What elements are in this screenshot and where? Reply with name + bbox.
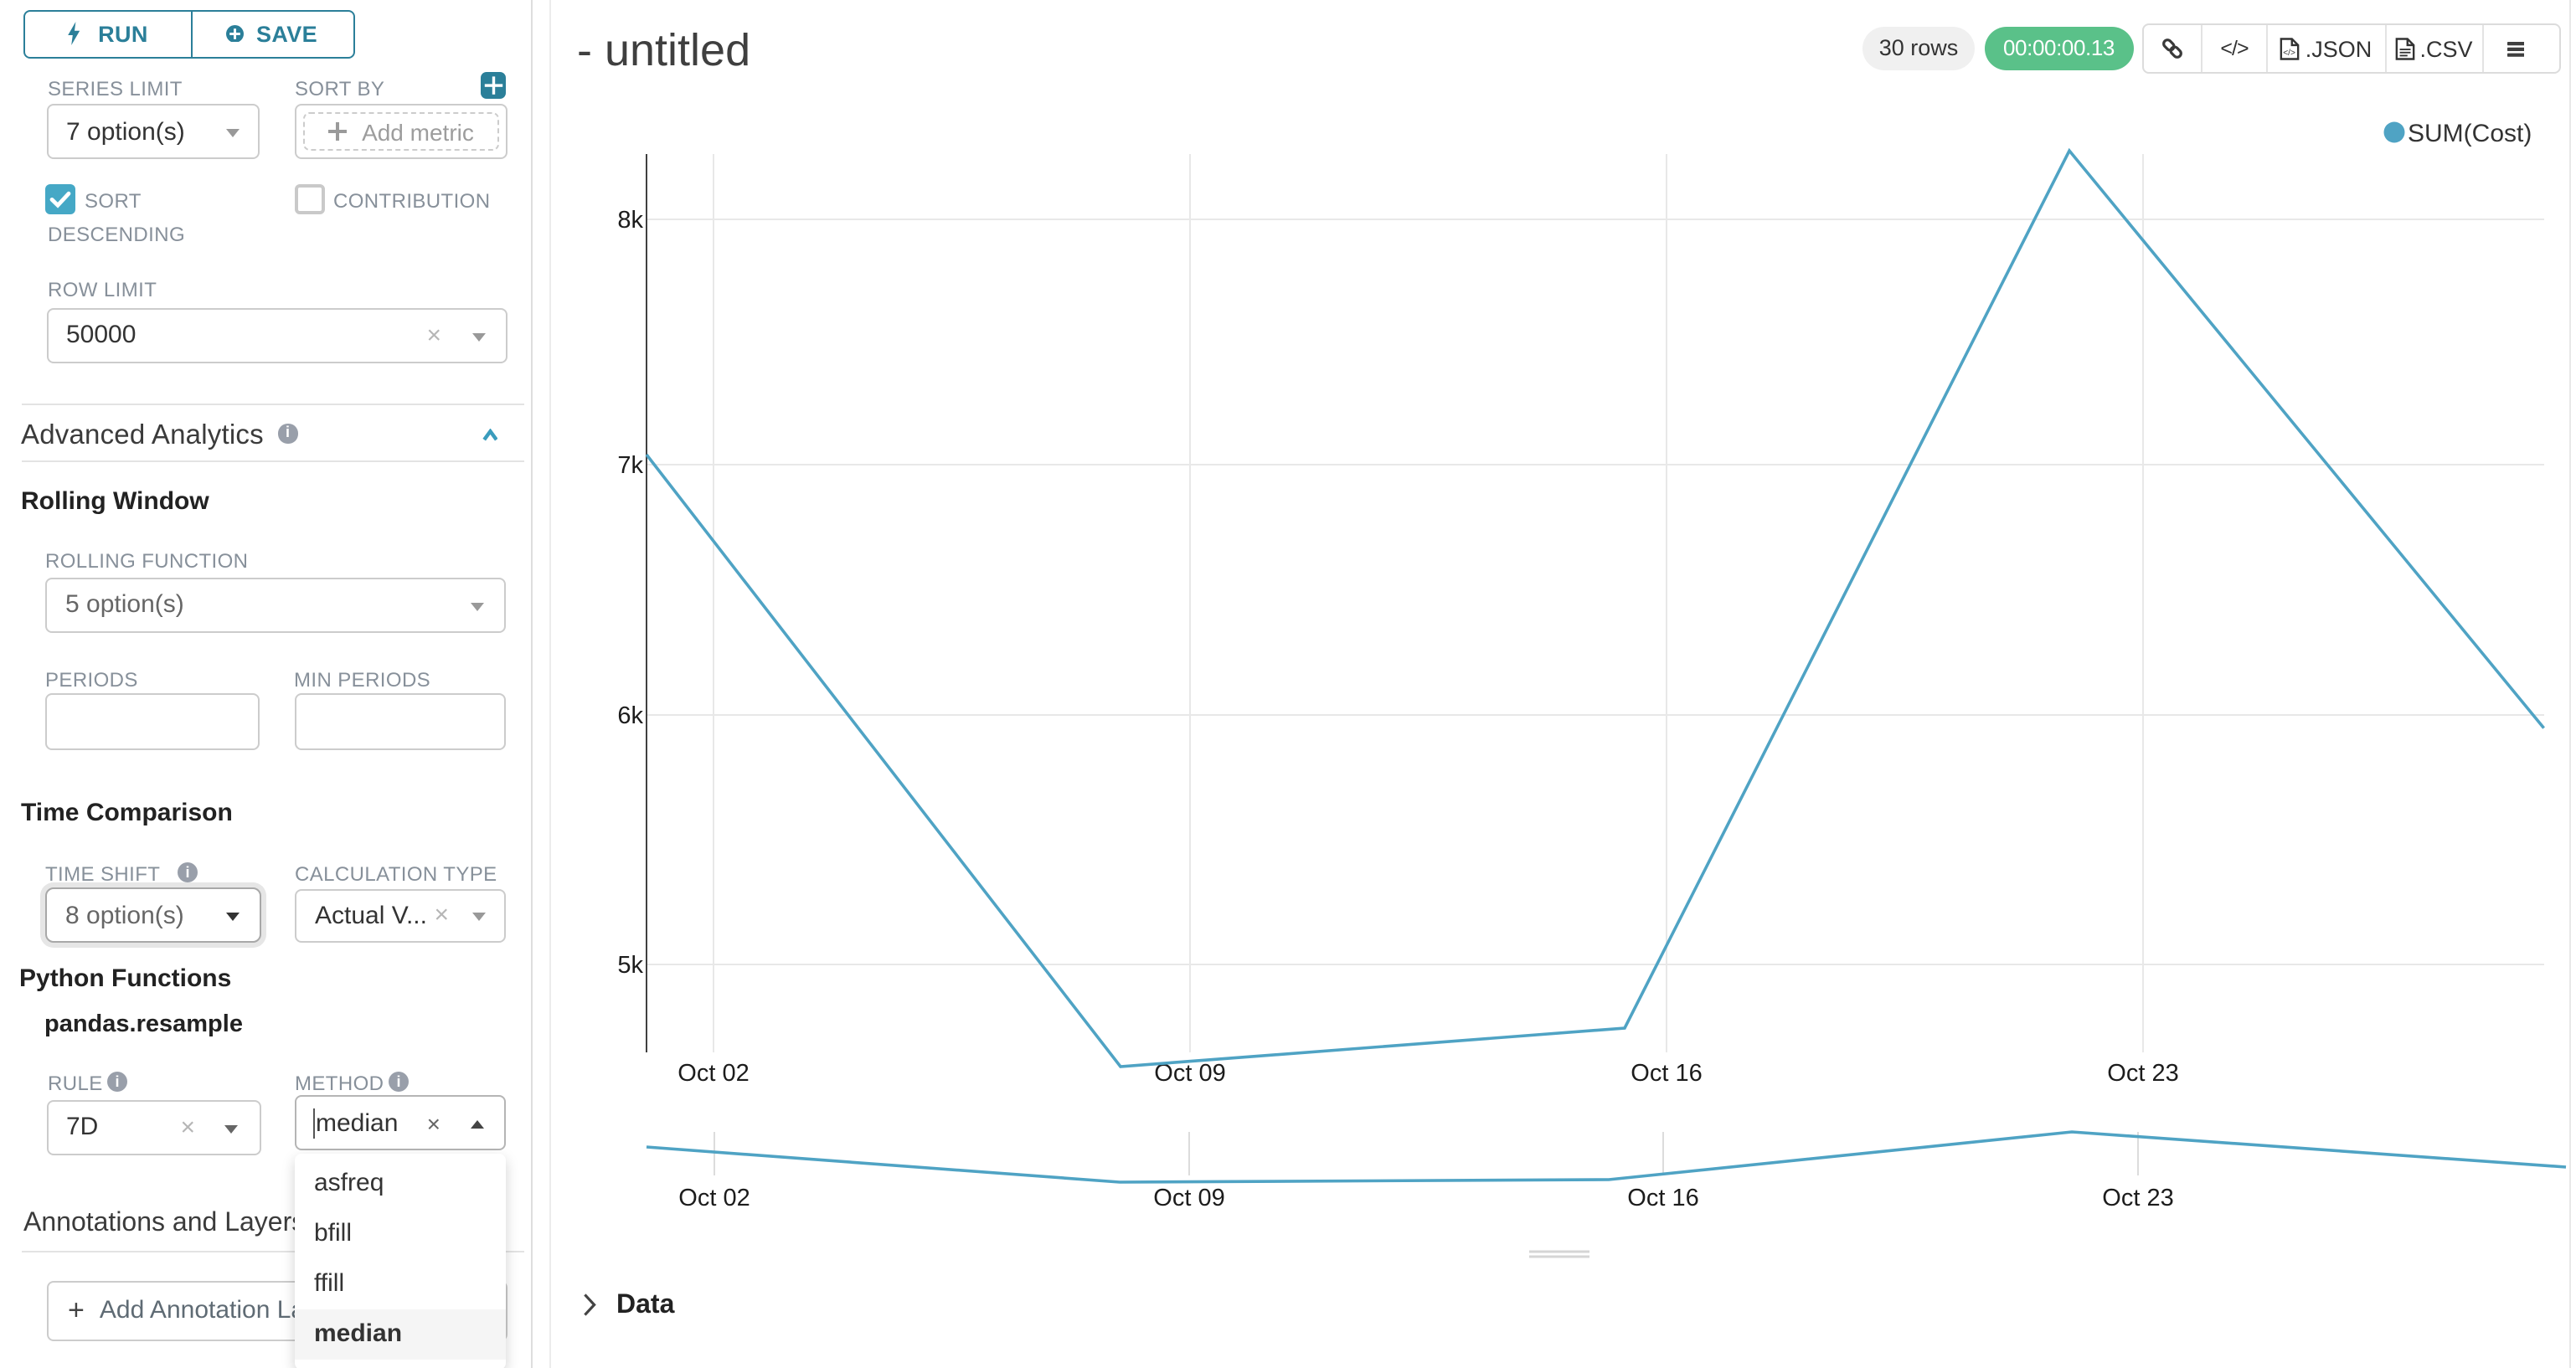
svg-text:Oct 02: Oct 02 [678,1185,750,1211]
svg-text:Oct 23: Oct 23 [2107,1060,2178,1087]
svg-text:Oct 02: Oct 02 [677,1060,749,1087]
svg-text:Oct 16: Oct 16 [1631,1060,1702,1087]
svg-text:7k: 7k [617,452,643,479]
svg-text:5k: 5k [617,952,643,979]
svg-text:SUM(Cost): SUM(Cost) [2408,120,2532,147]
svg-text:Oct 16: Oct 16 [1627,1185,1698,1211]
svg-text:Oct 09: Oct 09 [1153,1185,1224,1211]
svg-text:</>: </> [2284,48,2296,57]
svg-text:6k: 6k [617,702,643,729]
svg-text:Oct 23: Oct 23 [2102,1185,2173,1211]
svg-text:8k: 8k [617,207,643,234]
